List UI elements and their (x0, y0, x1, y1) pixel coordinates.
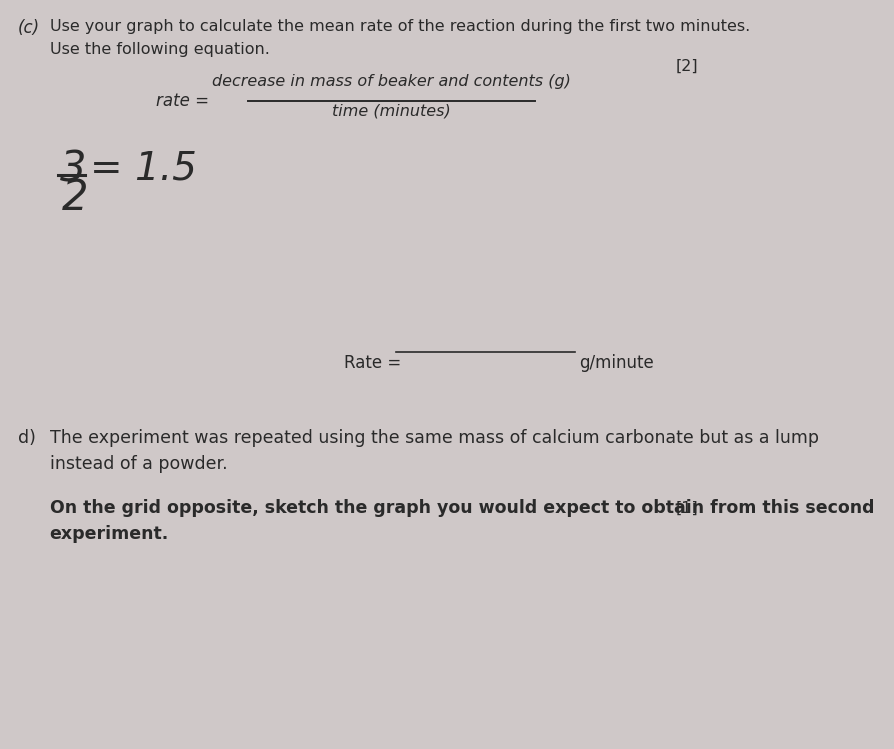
Text: = 1.5: = 1.5 (90, 149, 198, 187)
Text: Use your graph to calculate the mean rate of the reaction during the first two m: Use your graph to calculate the mean rat… (49, 19, 750, 34)
Text: 3: 3 (60, 149, 87, 191)
Text: 2: 2 (63, 177, 89, 219)
Text: Rate =: Rate = (343, 354, 401, 372)
Text: [1]: [1] (676, 501, 698, 516)
Text: time (minutes): time (minutes) (333, 103, 451, 118)
Text: Use the following equation.: Use the following equation. (49, 42, 269, 57)
Text: experiment.: experiment. (49, 525, 169, 543)
Text: d): d) (18, 429, 36, 447)
Text: (c): (c) (18, 19, 39, 37)
Text: [2]: [2] (676, 59, 698, 74)
Text: rate =: rate = (156, 92, 209, 110)
Text: The experiment was repeated using the same mass of calcium carbonate but as a lu: The experiment was repeated using the sa… (49, 429, 819, 447)
Text: decrease in mass of beaker and contents (g): decrease in mass of beaker and contents … (212, 74, 571, 89)
Text: instead of a powder.: instead of a powder. (49, 455, 227, 473)
Text: g/minute: g/minute (579, 354, 654, 372)
Text: On the grid opposite, sketch the graph you would expect to obtain from this seco: On the grid opposite, sketch the graph y… (49, 499, 874, 517)
